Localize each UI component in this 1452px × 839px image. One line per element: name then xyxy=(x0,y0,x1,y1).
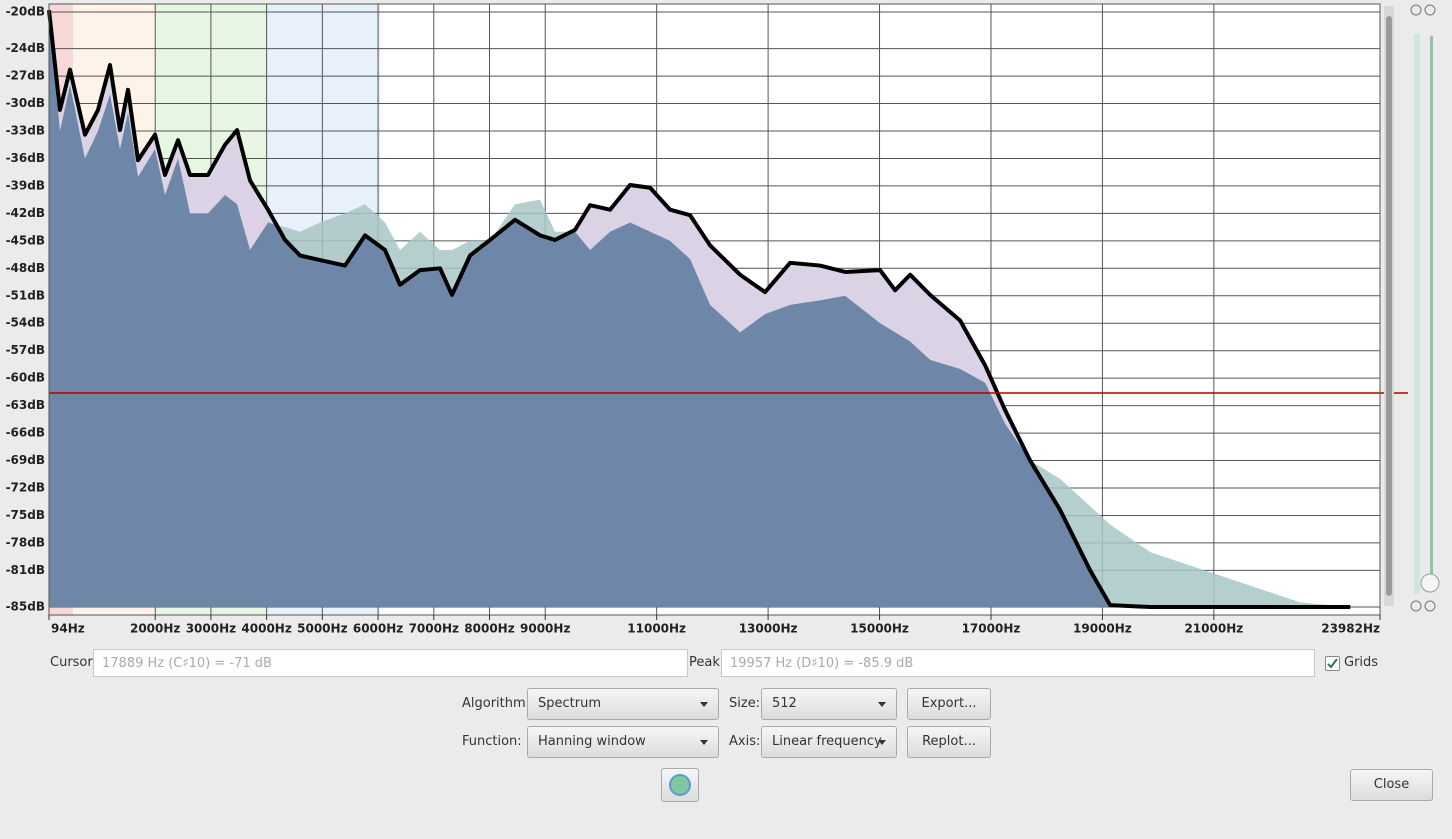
grids-checkbox[interactable] xyxy=(1325,656,1340,671)
zoom-track xyxy=(1430,36,1433,576)
zoom-track xyxy=(1414,34,1420,594)
axis-label: Axis: xyxy=(729,734,761,749)
algorithm-label: Algorithm: xyxy=(462,696,531,711)
x-tick-label: 23982Hz xyxy=(1321,622,1380,636)
zoom-in-icon[interactable] xyxy=(1410,4,1422,16)
size-label: Size: xyxy=(729,696,761,711)
grids-label: Grids xyxy=(1344,655,1379,670)
checkmark xyxy=(1327,658,1338,669)
axis-select[interactable]: Linear frequency xyxy=(761,726,897,758)
spectrum-line xyxy=(47,9,1351,609)
scrollbar-thumb[interactable] xyxy=(1386,16,1392,596)
y-tick-label: -54dB xyxy=(6,316,45,330)
y-tick-label: -69dB xyxy=(6,453,45,467)
x-tick-label: 6000Hz xyxy=(353,622,403,636)
peak-field: 19957 Hz (D♯10) = -85.9 dB xyxy=(721,649,1315,677)
y-tick-label: -33dB xyxy=(6,124,45,138)
x-tick-label: 4000Hz xyxy=(241,622,291,636)
cursor-field: 17889 Hz (C♯10) = -71 dB xyxy=(93,649,688,677)
y-tick-label: -30dB xyxy=(6,96,45,110)
x-tick-label: 5000Hz xyxy=(297,622,347,636)
y-tick-label: -24dB xyxy=(6,41,45,55)
y-tick-label: -48dB xyxy=(6,261,45,275)
help-button[interactable] xyxy=(661,768,699,802)
cursor-label: Cursor: xyxy=(50,655,97,670)
x-tick-label: 94Hz xyxy=(51,622,85,636)
y-tick-label: -45dB xyxy=(6,233,45,247)
x-tick-label: 15000Hz xyxy=(850,622,909,636)
zoom-slider[interactable] xyxy=(1420,573,1440,593)
spectrum-chart: -20dB -24dB -27dB -30dB -33dB -36dB -39dB -42dB… xyxy=(6,3,1440,636)
algorithm-select[interactable]: Spectrum xyxy=(527,688,719,720)
y-tick-label: -60dB xyxy=(6,371,45,385)
close-button[interactable]: Close xyxy=(1350,769,1433,801)
zoom-out-icon[interactable] xyxy=(1424,600,1436,612)
zoom-in-icon[interactable] xyxy=(1424,4,1436,16)
x-tick-label: 17000Hz xyxy=(962,622,1021,636)
replot-button[interactable]: Replot... xyxy=(907,726,991,758)
y-tick-label: -36dB xyxy=(6,151,45,165)
y-tick-label: -75dB xyxy=(6,508,45,522)
x-tick-label: 3000Hz xyxy=(186,622,236,636)
plot-border xyxy=(48,3,1381,616)
function-select[interactable]: Hanning window xyxy=(527,726,719,758)
y-tick-label: -72dB xyxy=(6,481,45,495)
zoom-out-icon[interactable] xyxy=(1410,600,1422,612)
help-icon xyxy=(669,774,691,796)
x-tick-label: 8000Hz xyxy=(464,622,514,636)
spectrum-overlap xyxy=(49,12,1351,607)
x-tick-label: 13000Hz xyxy=(739,622,798,636)
size-select[interactable]: 512 xyxy=(761,688,897,720)
y-tick-label: -42dB xyxy=(6,206,45,220)
x-tick-label: 11000Hz xyxy=(627,622,686,636)
x-tick-label: 19000Hz xyxy=(1073,622,1132,636)
y-tick-label: -85dB xyxy=(6,600,45,614)
y-tick-label: -78dB xyxy=(6,535,45,549)
y-tick-label: -51dB xyxy=(6,288,45,302)
x-tick-label: 2000Hz xyxy=(130,622,180,636)
y-tick-label: -57dB xyxy=(6,343,45,357)
peak-label: Peak: xyxy=(689,655,725,670)
y-tick-label: -20dB xyxy=(6,5,45,19)
y-tick-label: -66dB xyxy=(6,426,45,440)
y-tick-label: -39dB xyxy=(6,178,45,192)
x-tick-label: 9000Hz xyxy=(520,622,570,636)
x-tick-label: 7000Hz xyxy=(409,622,459,636)
y-tick-label: -27dB xyxy=(6,69,45,83)
x-tick-label: 21000Hz xyxy=(1184,622,1243,636)
y-tick-label: -63dB xyxy=(6,398,45,412)
y-tick-label: -81dB xyxy=(6,563,45,577)
function-label: Function: xyxy=(462,734,522,749)
export-button[interactable]: Export... xyxy=(907,688,991,720)
